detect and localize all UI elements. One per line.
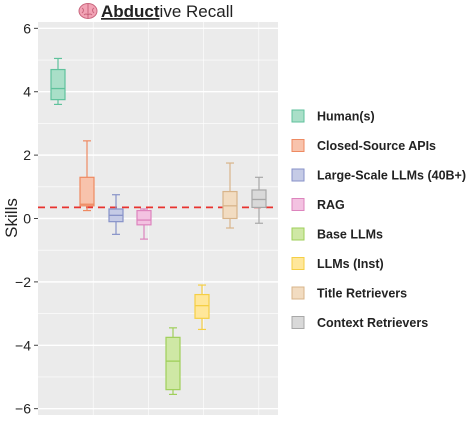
legend-entry-label: Base LLMs — [317, 228, 383, 242]
legend-swatch — [291, 286, 305, 300]
y-tick-label: −6 — [15, 401, 31, 417]
box-iqr — [194, 293, 210, 319]
y-tick-label: −2 — [15, 274, 31, 290]
y-axis-label: Skills — [2, 198, 21, 238]
box-iqr — [251, 189, 267, 209]
legend: Human(s) Closed-Source APIs Large-Scale LL… — [291, 109, 466, 330]
y-tick-label: 6 — [23, 20, 31, 36]
legend-swatch — [291, 316, 305, 329]
legend-entry-label: RAG — [317, 198, 345, 212]
box-llms-inst- — [194, 284, 210, 331]
box-iqr — [165, 336, 181, 391]
box-human-s- — [50, 57, 66, 106]
boxes-layer — [50, 57, 267, 395]
chart-title-rest: ive Recall — [160, 2, 234, 21]
box-iqr — [136, 209, 152, 226]
brain-icon — [78, 3, 98, 19]
box-title-retrievers — [222, 162, 238, 229]
legend-entry-label: Large-Scale LLMs (40B+) — [317, 169, 466, 183]
box-iqr — [222, 190, 238, 220]
legend-entry-label: Closed-Source APIs — [317, 139, 436, 153]
legend-entry-label: Human(s) — [317, 110, 375, 124]
legend-swatch — [291, 168, 305, 182]
legend-swatch — [291, 257, 305, 270]
box-iqr — [50, 68, 66, 101]
y-tick-label: −4 — [15, 337, 31, 353]
y-tick-label: 2 — [23, 147, 31, 163]
box-rag — [136, 208, 152, 240]
y-axis-layer: −6 −4 −2 0 2 4 6 — [15, 20, 38, 417]
legend-swatch — [291, 198, 305, 211]
box-base-llms — [165, 327, 181, 395]
legend-swatch — [291, 227, 305, 241]
box-iqr — [79, 176, 95, 207]
chart-title-bold: Abduct — [101, 2, 160, 21]
box-context-retrievers — [251, 176, 267, 224]
y-tick-label: 0 — [23, 211, 31, 227]
legend-swatch — [291, 139, 305, 152]
chart-title: Abductive Recall — [78, 2, 233, 21]
legend-entry-label: LLMs (Inst) — [317, 257, 384, 271]
legend-entry-label: Context Retrievers — [317, 316, 428, 330]
legend-swatch — [291, 109, 305, 123]
y-tick-label: 4 — [23, 84, 31, 100]
box-large-scale-llms-40b- — [108, 194, 124, 235]
legend-entry-label: Title Retrievers — [317, 287, 407, 301]
box-closed-source-apis — [79, 140, 95, 212]
chart-title-text: Abductive Recall — [101, 2, 233, 21]
